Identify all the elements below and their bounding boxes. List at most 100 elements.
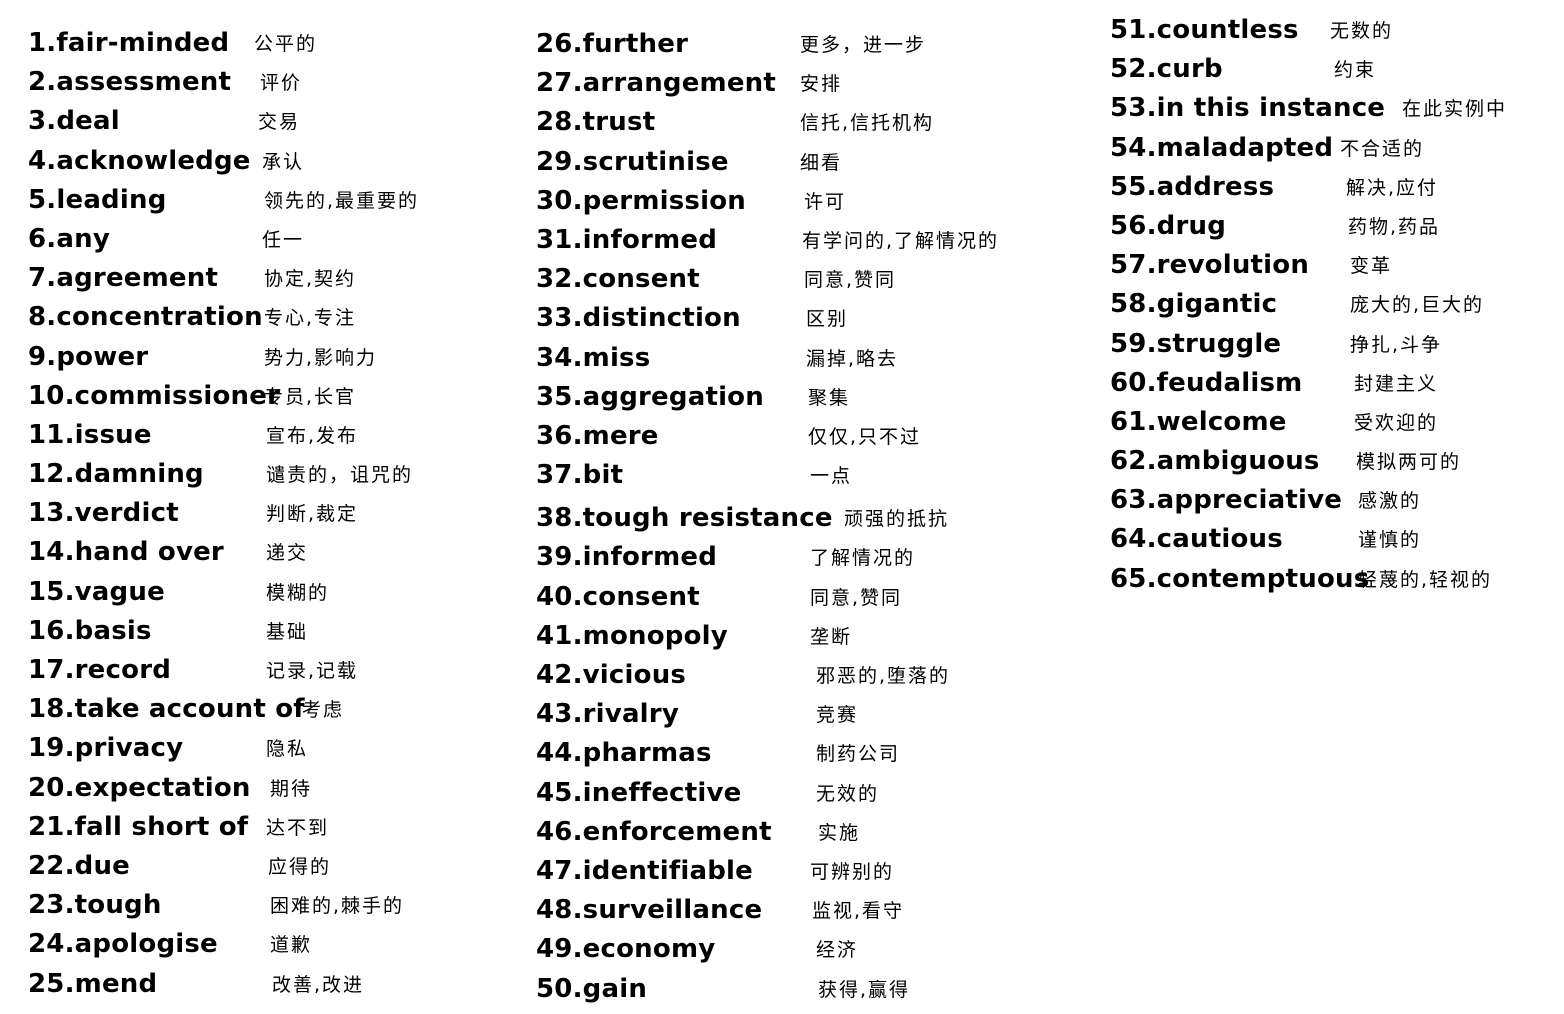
english-term: 55.address xyxy=(1110,171,1275,202)
english-term: 19.privacy xyxy=(28,733,184,764)
english-term: 2.assessment xyxy=(28,67,232,98)
english-term: 62.ambiguous xyxy=(1110,446,1320,477)
chinese-translation: 无数的 xyxy=(1330,20,1394,42)
english-term: 41.monopoly xyxy=(536,620,728,651)
english-term: 6.any xyxy=(28,223,110,254)
chinese-translation: 达不到 xyxy=(266,816,330,839)
chinese-translation: 领先的,最重要的 xyxy=(264,189,420,212)
english-term: 43.rivalry xyxy=(536,699,679,730)
english-term: 53.in this instance xyxy=(1110,93,1386,124)
chinese-translation: 记录,记载 xyxy=(266,660,359,682)
chinese-translation: 专心,专注 xyxy=(264,307,357,330)
chinese-translation: 困难的,棘手的 xyxy=(270,895,405,918)
chinese-translation: 任一 xyxy=(262,228,305,251)
chinese-translation: 同意,赞同 xyxy=(804,269,897,292)
english-term: 60.feudalism xyxy=(1110,367,1303,398)
chinese-translation: 在此实例中 xyxy=(1402,98,1508,121)
english-term: 52.curb xyxy=(1110,54,1223,85)
chinese-translation: 变革 xyxy=(1350,255,1393,278)
chinese-translation: 受欢迎的 xyxy=(1354,411,1439,434)
english-term: 18.take account of xyxy=(28,694,305,725)
chinese-translation: 药物,药品 xyxy=(1348,215,1441,238)
english-term: 35.aggregation xyxy=(536,381,764,412)
chinese-translation: 经济 xyxy=(816,939,859,962)
chinese-translation: 制药公司 xyxy=(816,743,901,766)
english-term: 58.gigantic xyxy=(1110,289,1278,320)
chinese-translation: 顽强的抵抗 xyxy=(844,508,950,531)
english-term: 1.fair-minded xyxy=(28,28,230,58)
chinese-translation: 谨慎的 xyxy=(1358,529,1422,552)
chinese-translation: 公平的 xyxy=(254,33,318,55)
chinese-translation: 细看 xyxy=(800,151,843,174)
english-term: 51.countless xyxy=(1110,15,1299,45)
english-term: 22.due xyxy=(28,850,131,881)
chinese-translation: 仅仅,只不过 xyxy=(808,425,922,448)
chinese-translation: 一点 xyxy=(810,465,853,488)
english-term: 48.surveillance xyxy=(536,895,763,926)
english-term: 16.basis xyxy=(28,615,152,646)
english-term: 42.vicious xyxy=(536,660,687,690)
chinese-translation: 专员,长官 xyxy=(264,385,357,408)
chinese-translation: 交易 xyxy=(258,111,301,134)
chinese-translation: 监视,看守 xyxy=(812,900,905,923)
english-term: 20.expectation xyxy=(28,772,251,803)
english-term: 44.pharmas xyxy=(536,738,712,769)
english-term: 17.record xyxy=(28,655,172,685)
english-term: 28.trust xyxy=(536,107,656,138)
chinese-translation: 承认 xyxy=(262,150,305,173)
chinese-translation: 改善,改进 xyxy=(272,973,365,996)
chinese-translation: 基础 xyxy=(266,620,309,643)
chinese-translation: 邪恶的,堕落的 xyxy=(816,665,951,687)
chinese-translation: 宣布,发布 xyxy=(266,424,359,447)
english-term: 8.concentration xyxy=(28,302,263,333)
english-term: 39.informed xyxy=(536,542,718,573)
chinese-translation: 轻蔑的,轻视的 xyxy=(1358,568,1493,591)
english-term: 57.revolution xyxy=(1110,250,1310,281)
chinese-translation: 漏掉,略去 xyxy=(806,347,899,370)
english-term: 61.welcome xyxy=(1110,406,1287,437)
chinese-translation: 庞大的,巨大的 xyxy=(1350,294,1485,317)
english-term: 24.apologise xyxy=(28,929,218,960)
english-term: 63.appreciative xyxy=(1110,485,1343,516)
chinese-translation: 协定,契约 xyxy=(264,268,357,291)
chinese-translation: 竞赛 xyxy=(816,704,859,727)
english-term: 21.fall short of xyxy=(28,811,249,842)
english-term: 47.identifiable xyxy=(536,855,753,886)
english-term: 25.mend xyxy=(28,968,158,999)
english-term: 23.tough xyxy=(28,890,162,921)
chinese-translation: 谴责的，诅咒的 xyxy=(266,464,414,487)
chinese-translation: 模拟两可的 xyxy=(1356,451,1462,474)
english-term: 34.miss xyxy=(536,342,651,373)
english-term: 31.informed xyxy=(536,224,718,255)
english-term: 45.ineffective xyxy=(536,777,742,808)
chinese-translation: 垄断 xyxy=(810,625,853,648)
chinese-translation: 模糊的 xyxy=(266,581,330,604)
chinese-translation: 无效的 xyxy=(816,782,880,805)
english-term: 38.tough resistance xyxy=(536,503,833,534)
english-term: 40.consent xyxy=(536,581,700,612)
english-term: 33.distinction xyxy=(536,303,741,334)
chinese-translation: 道歉 xyxy=(270,934,313,957)
english-term: 64.cautious xyxy=(1110,524,1283,555)
chinese-translation: 封建主义 xyxy=(1354,372,1439,395)
chinese-translation: 同意,赞同 xyxy=(810,586,903,609)
english-term: 32.consent xyxy=(536,264,700,295)
chinese-translation: 许可 xyxy=(804,190,847,213)
english-term: 11.issue xyxy=(28,419,152,450)
chinese-translation: 应得的 xyxy=(268,855,332,878)
english-term: 10.commissioner xyxy=(28,380,281,411)
english-term: 5.leading xyxy=(28,184,167,215)
english-term: 65.contemptuous xyxy=(1110,563,1370,594)
chinese-translation: 约束 xyxy=(1334,59,1377,82)
chinese-translation: 解决,应付 xyxy=(1346,176,1439,199)
english-term: 49.economy xyxy=(536,934,716,965)
chinese-translation: 隐私 xyxy=(266,738,309,761)
chinese-translation: 实施 xyxy=(818,821,861,844)
chinese-translation: 聚集 xyxy=(808,386,851,409)
chinese-translation: 评价 xyxy=(260,72,303,95)
english-term: 26.further xyxy=(536,29,689,59)
english-term: 7.agreement xyxy=(28,263,219,294)
english-term: 36.mere xyxy=(536,420,659,451)
english-term: 4.acknowledge xyxy=(28,145,251,176)
